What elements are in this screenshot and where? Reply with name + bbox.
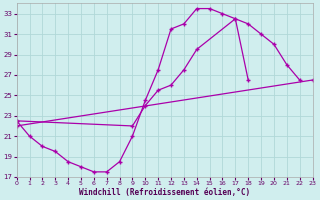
X-axis label: Windchill (Refroidissement éolien,°C): Windchill (Refroidissement éolien,°C) bbox=[79, 188, 250, 197]
